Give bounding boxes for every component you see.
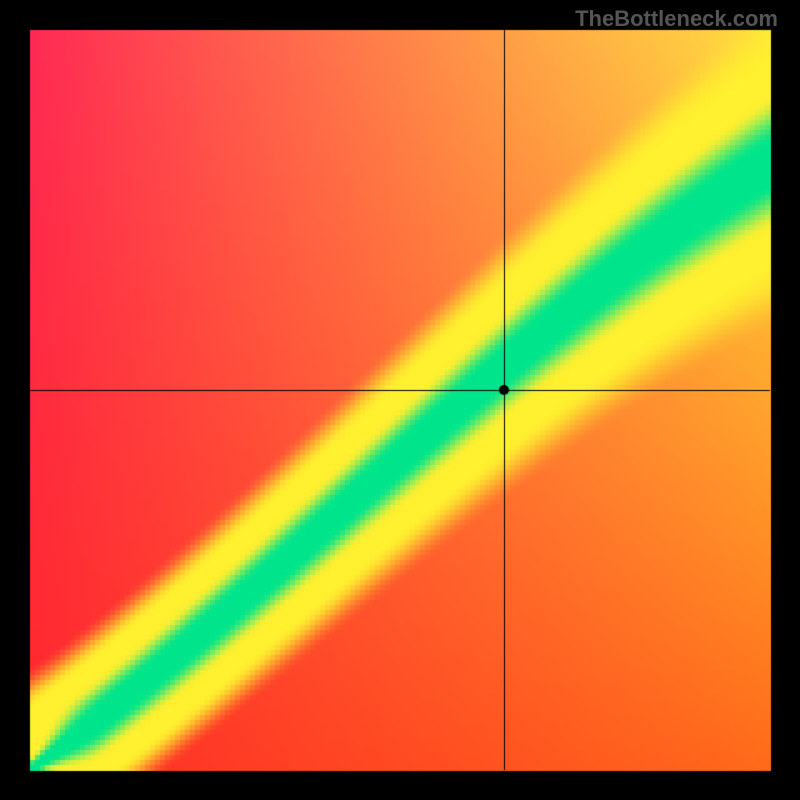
chart-container: TheBottleneck.com <box>0 0 800 800</box>
heatmap-canvas <box>0 0 800 800</box>
watermark-text: TheBottleneck.com <box>575 6 778 32</box>
